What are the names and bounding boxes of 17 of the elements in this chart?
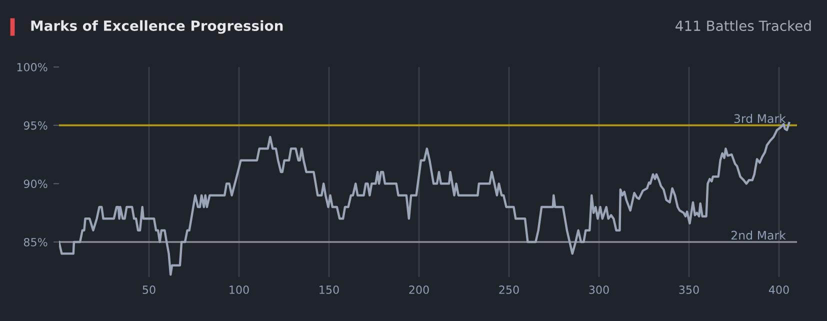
y-tick-label: 100% bbox=[17, 62, 48, 72]
y-tick-label: 85% bbox=[24, 238, 48, 246]
x-tick-label: 150 bbox=[320, 286, 339, 294]
y-tick-label: 95% bbox=[24, 121, 48, 130]
x-tick-label: 200 bbox=[409, 286, 429, 294]
x-tick-label: 250 bbox=[499, 286, 519, 294]
x-tick-label: 300 bbox=[589, 286, 609, 294]
chart-subtitle: 411 Battles Tracked bbox=[676, 20, 811, 32]
ref-line-label: 3rd Mark bbox=[734, 114, 786, 124]
line-series bbox=[59, 122, 790, 276]
x-tick-label: 400 bbox=[768, 286, 789, 294]
y-tick-label: 90% bbox=[24, 180, 48, 188]
x-tick-label: 350 bbox=[679, 286, 699, 294]
x-tick-label: 50 bbox=[142, 286, 156, 294]
chart-title: Marks of Excellence Progression bbox=[31, 20, 283, 34]
x-tick-label: 100 bbox=[230, 286, 249, 294]
ref-line-label: 2nd Mark bbox=[731, 230, 786, 240]
